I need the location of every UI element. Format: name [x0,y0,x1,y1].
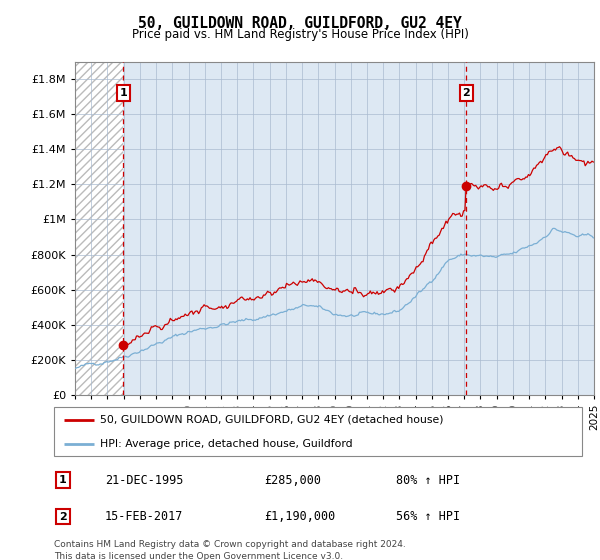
Text: 50, GUILDOWN ROAD, GUILDFORD, GU2 4EY: 50, GUILDOWN ROAD, GUILDFORD, GU2 4EY [138,16,462,31]
FancyBboxPatch shape [54,407,582,456]
Text: 56% ↑ HPI: 56% ↑ HPI [396,510,460,523]
Text: 21-DEC-1995: 21-DEC-1995 [105,474,184,487]
Text: 1: 1 [59,475,67,485]
Text: £1,190,000: £1,190,000 [264,510,335,523]
Text: 1: 1 [119,88,127,98]
Text: 50, GUILDOWN ROAD, GUILDFORD, GU2 4EY (detached house): 50, GUILDOWN ROAD, GUILDFORD, GU2 4EY (d… [100,415,444,425]
Text: 2: 2 [59,512,67,521]
Text: £285,000: £285,000 [264,474,321,487]
Text: 15-FEB-2017: 15-FEB-2017 [105,510,184,523]
Bar [75,62,123,395]
Text: Contains HM Land Registry data © Crown copyright and database right 2024.
This d: Contains HM Land Registry data © Crown c… [54,540,406,560]
Text: 2: 2 [463,88,470,98]
Text: HPI: Average price, detached house, Guildford: HPI: Average price, detached house, Guil… [100,438,353,449]
Text: 80% ↑ HPI: 80% ↑ HPI [396,474,460,487]
Text: Price paid vs. HM Land Registry's House Price Index (HPI): Price paid vs. HM Land Registry's House … [131,28,469,41]
